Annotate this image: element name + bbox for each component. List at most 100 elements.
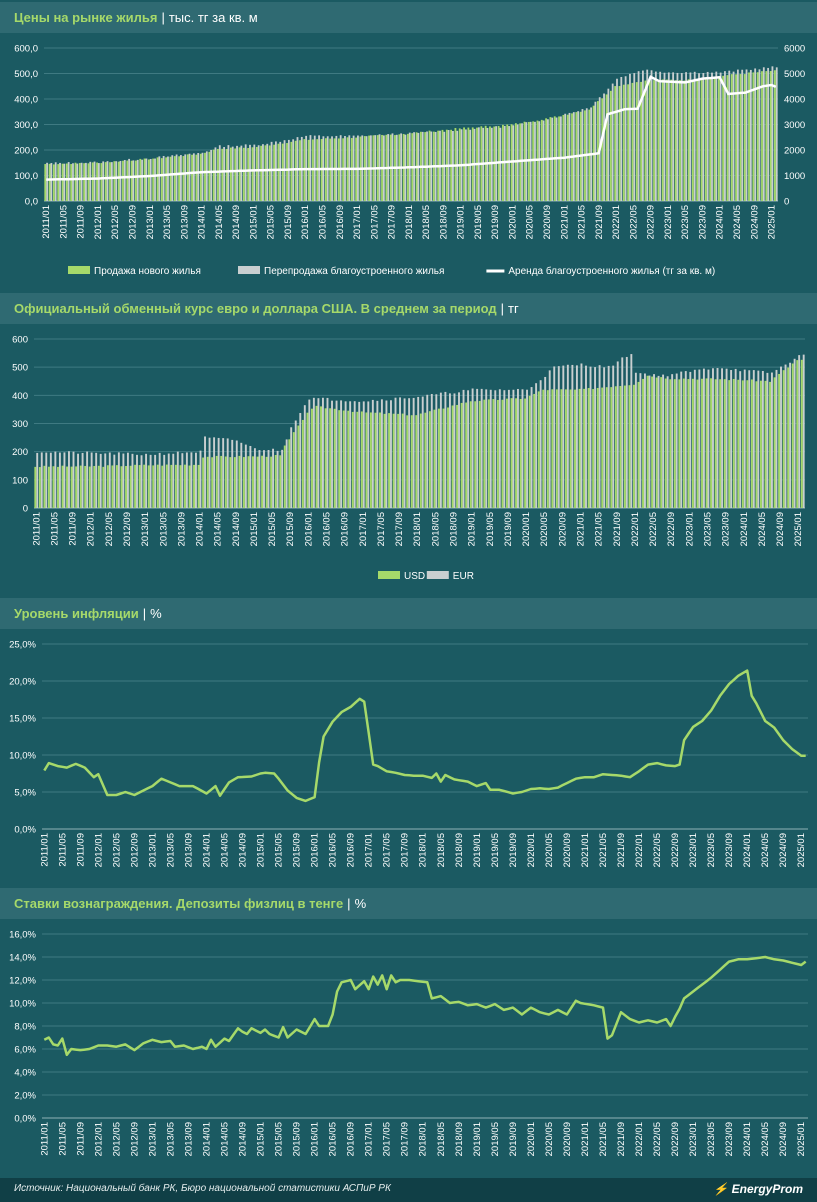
usd-bar: [156, 464, 159, 508]
new-housing-bar: [691, 80, 694, 201]
x-tick-label: 2015/05: [267, 512, 278, 546]
eur-bar: [725, 368, 728, 508]
y-tick-label: 6,0%: [14, 1045, 36, 1056]
x-tick-label: 2023/05: [706, 833, 717, 867]
resale-bar: [685, 72, 687, 201]
eur-bar: [653, 374, 655, 508]
x-tick-label: 2021/01: [580, 833, 591, 867]
new-housing-bar: [653, 80, 655, 201]
x-tick-label: 2016/05: [317, 205, 328, 239]
chart4-separator: |: [347, 896, 351, 911]
new-housing-bar: [143, 158, 146, 201]
eur-bar: [253, 448, 256, 508]
chart3-title: Уровень инфляции: [14, 606, 139, 621]
usd-bar: [447, 407, 449, 508]
eur-bar: [503, 390, 506, 508]
usd-bar: [474, 401, 477, 508]
x-tick-label: 2016/01: [310, 833, 321, 867]
eur-bar: [86, 451, 89, 508]
x-tick-label: 2025/01: [767, 205, 778, 239]
eur-bar: [394, 397, 397, 508]
usd-bar: [438, 408, 440, 508]
eur-bar: [263, 450, 265, 508]
eur-bar: [521, 389, 524, 508]
resale-bar: [180, 155, 182, 201]
eur-bar: [249, 445, 252, 508]
new-housing-bar: [739, 74, 742, 201]
eur-bar: [276, 450, 279, 508]
usd-bar: [673, 379, 676, 508]
x-tick-label: 2016/05: [322, 512, 333, 546]
x-tick-label: 2023/09: [724, 1122, 735, 1156]
resale-bar: [274, 141, 277, 201]
new-housing-bar: [268, 145, 271, 201]
new-housing-bar: [774, 70, 776, 202]
usd-bar: [483, 399, 486, 508]
y2-tick-label: 1000: [784, 171, 805, 182]
x-tick-label: 2019/01: [472, 1122, 483, 1156]
usd-bar: [256, 456, 259, 508]
resale-bar: [89, 161, 92, 201]
x-tick-label: 2020/09: [542, 205, 553, 239]
x-tick-label: 2016/09: [340, 512, 351, 546]
y-tick-label: 2,0%: [14, 1091, 36, 1102]
resale-bar: [136, 159, 139, 201]
usd-bar: [288, 439, 291, 508]
new-housing-bar: [307, 139, 310, 201]
resale-bar: [145, 158, 148, 201]
x-tick-label: 2017/01: [364, 1122, 375, 1156]
eur-bar: [439, 392, 442, 508]
y2-tick-label: 3000: [784, 120, 805, 131]
eur-bar: [285, 439, 288, 508]
usd-bar: [342, 410, 345, 508]
new-housing-bar: [601, 98, 604, 201]
new-housing-bar: [212, 149, 215, 201]
eur-bar: [507, 389, 510, 508]
resale-bar: [50, 163, 53, 201]
usd-bar: [220, 455, 223, 508]
resale-bar: [257, 145, 260, 201]
resale-bar: [650, 70, 653, 202]
usd-bar: [460, 402, 463, 508]
x-tick-label: 2012/01: [93, 205, 104, 239]
x-tick-label: 2012/01: [93, 1122, 104, 1156]
x-tick-label: 2017/05: [382, 1122, 393, 1156]
usd-bar: [487, 399, 490, 508]
eur-bar: [380, 399, 383, 508]
x-tick-label: 2019/09: [490, 205, 501, 239]
x-tick-label: 2016/09: [346, 1122, 357, 1156]
eur-bar: [199, 450, 202, 508]
eur-bar: [585, 365, 587, 508]
eur-bar: [748, 370, 751, 508]
eur-bar: [494, 390, 497, 508]
resale-bar: [676, 72, 679, 201]
resale-bar: [762, 67, 765, 201]
legend-swatch: [68, 266, 90, 274]
x-tick-label: 2021/05: [594, 512, 605, 546]
y2-tick-label: 2000: [784, 146, 805, 157]
x-tick-label: 2024/01: [739, 512, 750, 546]
eur-bar: [693, 369, 696, 508]
legend-label: USD: [404, 571, 425, 582]
resale-bar: [205, 151, 208, 201]
usd-bar: [524, 398, 527, 508]
x-tick-label: 2014/01: [195, 512, 206, 546]
x-tick-label: 2022/09: [670, 1122, 681, 1156]
usd-bar: [705, 378, 708, 508]
eur-bar: [580, 363, 583, 508]
eur-bar: [453, 393, 456, 508]
eur-bar: [671, 374, 674, 508]
resale-bar: [210, 149, 213, 201]
x-tick-label: 2015/01: [249, 512, 260, 546]
eur-bar: [140, 455, 143, 508]
usd-bar: [47, 466, 50, 508]
x-tick-label: 2018/01: [412, 512, 423, 546]
eur-bar: [784, 364, 787, 508]
x-tick-label: 2025/01: [796, 833, 807, 867]
usd-bar: [233, 457, 236, 508]
usd-bar: [38, 467, 41, 508]
usd-bar: [360, 411, 363, 508]
eur-bar: [362, 401, 365, 508]
eur-bar: [707, 369, 710, 508]
resale-bar: [132, 160, 135, 201]
